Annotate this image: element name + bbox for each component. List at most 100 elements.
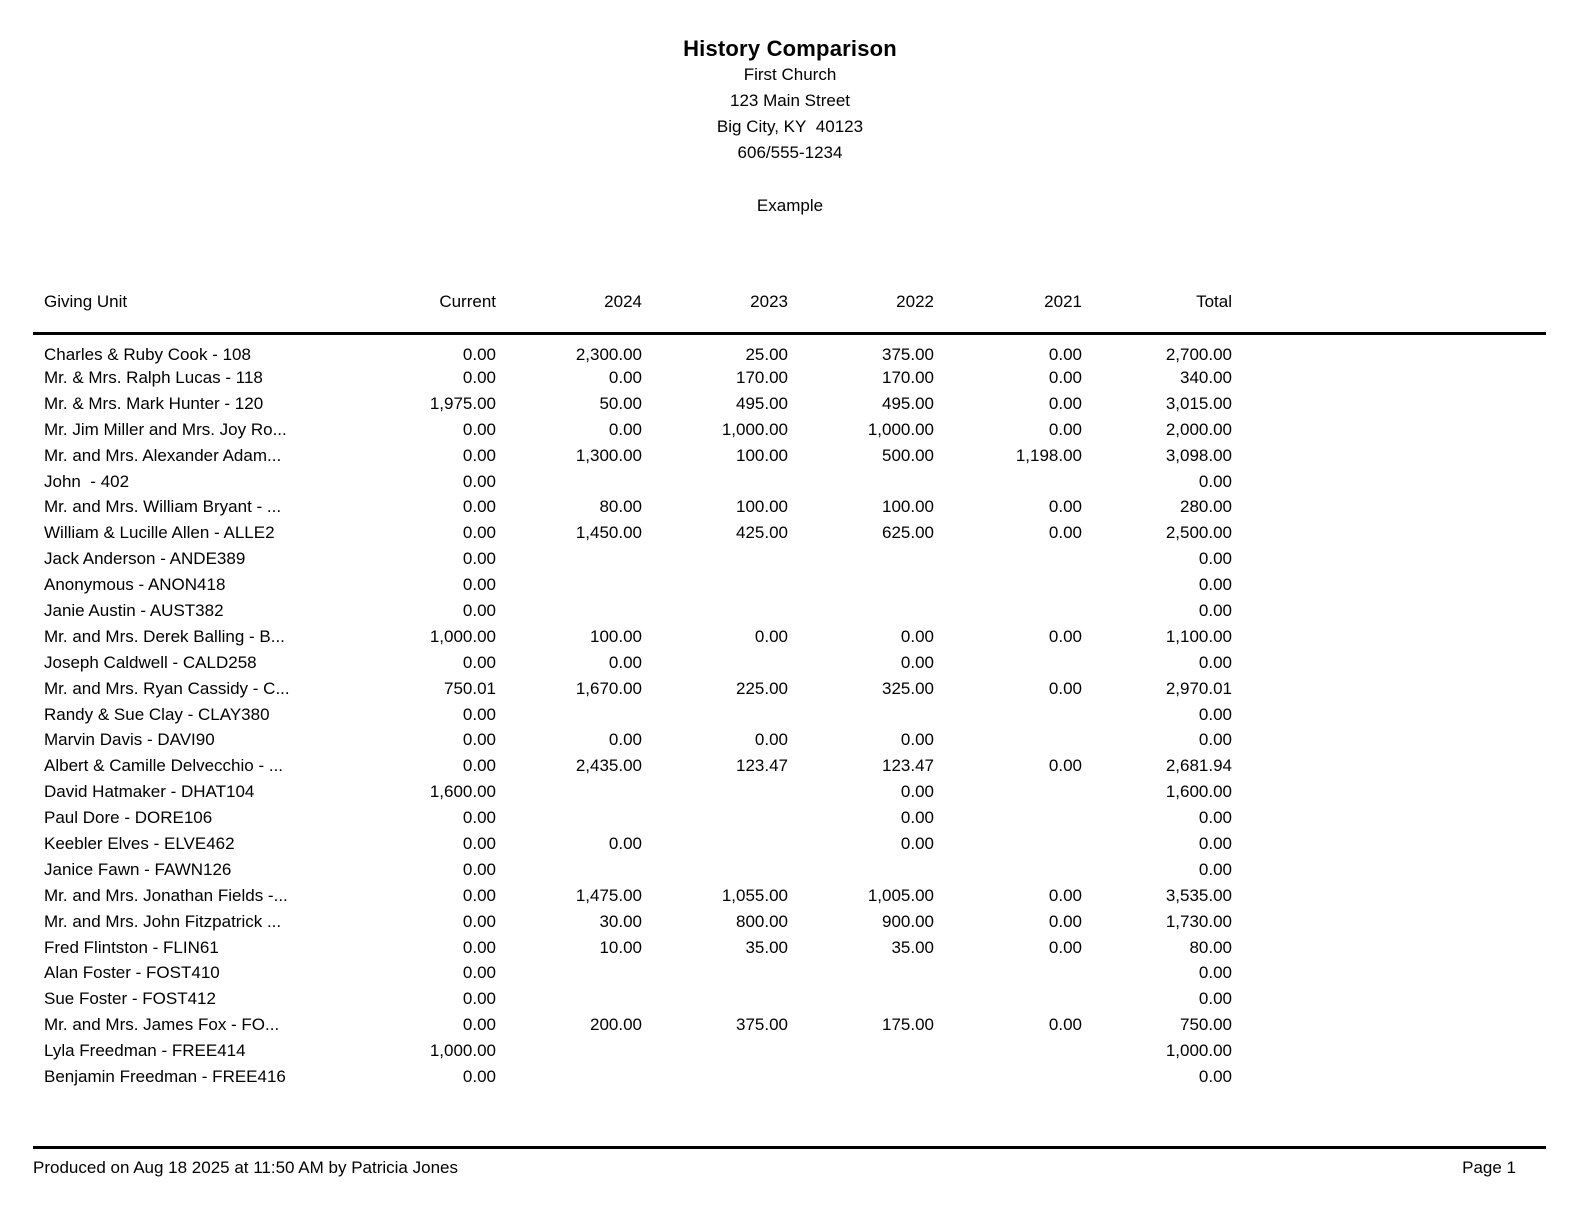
table-row: Mr. Jim Miller and Mrs. Joy Ro... 0.00 0.0… [33,417,1546,443]
table-row: Mr. and Mrs. John Fitzpatrick ... 0.00 30.… [33,909,1546,935]
spacer-cell [1232,986,1546,1012]
amount-cell [934,857,1082,883]
amount-cell: 0.00 [1198,808,1232,828]
table-row: Mr. and Mrs. Derek Balling - B... 1,000.0… [33,624,1546,650]
amount-cell [496,1038,642,1064]
table-row: Alan Foster - FOST410 0.00 0.00 [33,960,1546,986]
amount-cell: 0.00 [1048,756,1082,776]
amount-cell: 0.00 [900,808,934,828]
amount-cell [496,960,642,986]
amount-cell [934,727,1082,753]
amount-cell: 0.00 [1198,833,1232,853]
amount-cell [934,805,1082,831]
amount-cell: 2,681.94 [1165,756,1232,776]
org-address: 123 Main Street [729,91,850,110]
amount-cell: 0.00 [608,833,642,853]
amount-cell: 1,198.00 [1015,445,1082,465]
amount-cell: 0.00 [462,989,496,1009]
table-row: Mr. and Mrs. Ryan Cassidy - C... 750.01 1,… [33,676,1546,702]
table-row: Mr. and Mrs. William Bryant - ... 0.00 80.… [33,494,1546,520]
amount-cell: 375.00 [882,345,934,364]
giving-unit-name: Albert & Camille Delvecchio - ... [44,756,284,776]
spacer-cell [1232,1064,1546,1090]
amount-cell: 0.00 [462,730,496,750]
amount-cell: 100.00 [736,445,788,465]
amount-cell [496,546,642,572]
column-header-current: Current [439,292,496,311]
amount-cell: 80.00 [1189,937,1232,957]
giving-unit-name: Janie Austin - AUST382 [44,600,224,620]
amount-cell: 0.00 [1048,937,1082,957]
amount-cell [496,857,642,883]
giving-unit-name: Mr. and Mrs. Alexander Adam... [44,445,282,465]
amount-cell [934,572,1082,598]
giving-unit-name: Sue Foster - FOST412 [44,989,216,1009]
amount-cell [934,1038,1082,1064]
report-subtitle: Example [756,196,824,215]
column-header-spacer [1232,290,1546,334]
amount-cell [642,702,788,728]
produced-note: Produced on Aug 18 2025 at 11:50 AM by P… [33,1158,458,1177]
amount-cell: 0.00 [1048,367,1082,387]
amount-cell: 25.00 [745,345,788,364]
spacer-cell [1232,857,1546,883]
amount-cell: 1,670.00 [575,678,642,698]
spacer-cell [1232,702,1546,728]
amount-cell [496,1064,642,1090]
amount-cell [788,1038,934,1064]
amount-cell: 123.47 [882,756,934,776]
amount-cell: 0.00 [1198,600,1232,620]
table-row: David Hatmaker - DHAT104 1,600.00 0.00 1,60… [33,779,1546,805]
amount-cell [788,857,934,883]
giving-unit-name: Mr. & Mrs. Mark Hunter - 120 [44,393,264,413]
table-row: Sue Foster - FOST412 0.00 0.00 [33,986,1546,1012]
spacer-cell [1232,1012,1546,1038]
amount-cell [934,1064,1082,1090]
spacer-cell [1232,779,1546,805]
amount-cell: 0.00 [462,600,496,620]
amount-cell [642,650,788,676]
amount-cell: 2,500.00 [1165,523,1232,543]
page-number: Page 1 [1462,1158,1516,1177]
spacer-cell [1232,805,1546,831]
column-header-2022: 2022 [896,292,934,311]
amount-cell: 35.00 [745,937,788,957]
table-row: Keebler Elves - ELVE462 0.00 0.00 0.00 0.00 [33,831,1546,857]
table-row: Randy & Sue Clay - CLAY380 0.00 0.00 [33,702,1546,728]
amount-cell [496,702,642,728]
amount-cell: 1,100.00 [1165,626,1232,646]
amount-cell [496,598,642,624]
amount-cell: 375.00 [736,1015,788,1035]
table-row: Mr. and Mrs. Alexander Adam... 0.00 1,300.… [33,443,1546,469]
spacer-cell [1232,334,1546,366]
amount-cell [934,960,1082,986]
org-name: First Church [743,65,837,84]
amount-cell [788,986,934,1012]
giving-unit-name: Lyla Freedman - FREE414 [44,1041,246,1061]
spacer-cell [1232,546,1546,572]
table-row: Mr. & Mrs. Ralph Lucas - 118 0.00 0.00 170.… [33,365,1546,391]
amount-cell: 1,600.00 [429,782,496,802]
amount-cell [934,831,1082,857]
amount-cell: 495.00 [882,393,934,413]
table-row: Mr. & Mrs. Mark Hunter - 120 1,975.00 50.0… [33,391,1546,417]
amount-cell [642,960,788,986]
amount-cell: 500.00 [882,445,934,465]
org-phone: 606/555-1234 [737,143,843,162]
amount-cell [788,598,934,624]
amount-cell: 2,970.01 [1165,678,1232,698]
spacer-cell [1232,520,1546,546]
amount-cell: 0.00 [462,756,496,776]
spacer-cell [1232,650,1546,676]
amount-cell [642,469,788,495]
giving-unit-name: Jack Anderson - ANDE389 [44,549,246,569]
report-footer: Produced on Aug 18 2025 at 11:50 AM by P… [33,1146,1546,1178]
amount-cell [788,469,934,495]
amount-cell: 35.00 [891,937,934,957]
amount-cell: 0.00 [462,419,496,439]
amount-cell: 0.00 [462,367,496,387]
amount-cell: 625.00 [882,523,934,543]
amount-cell: 0.00 [1048,885,1082,905]
amount-cell: 0.00 [900,626,934,646]
